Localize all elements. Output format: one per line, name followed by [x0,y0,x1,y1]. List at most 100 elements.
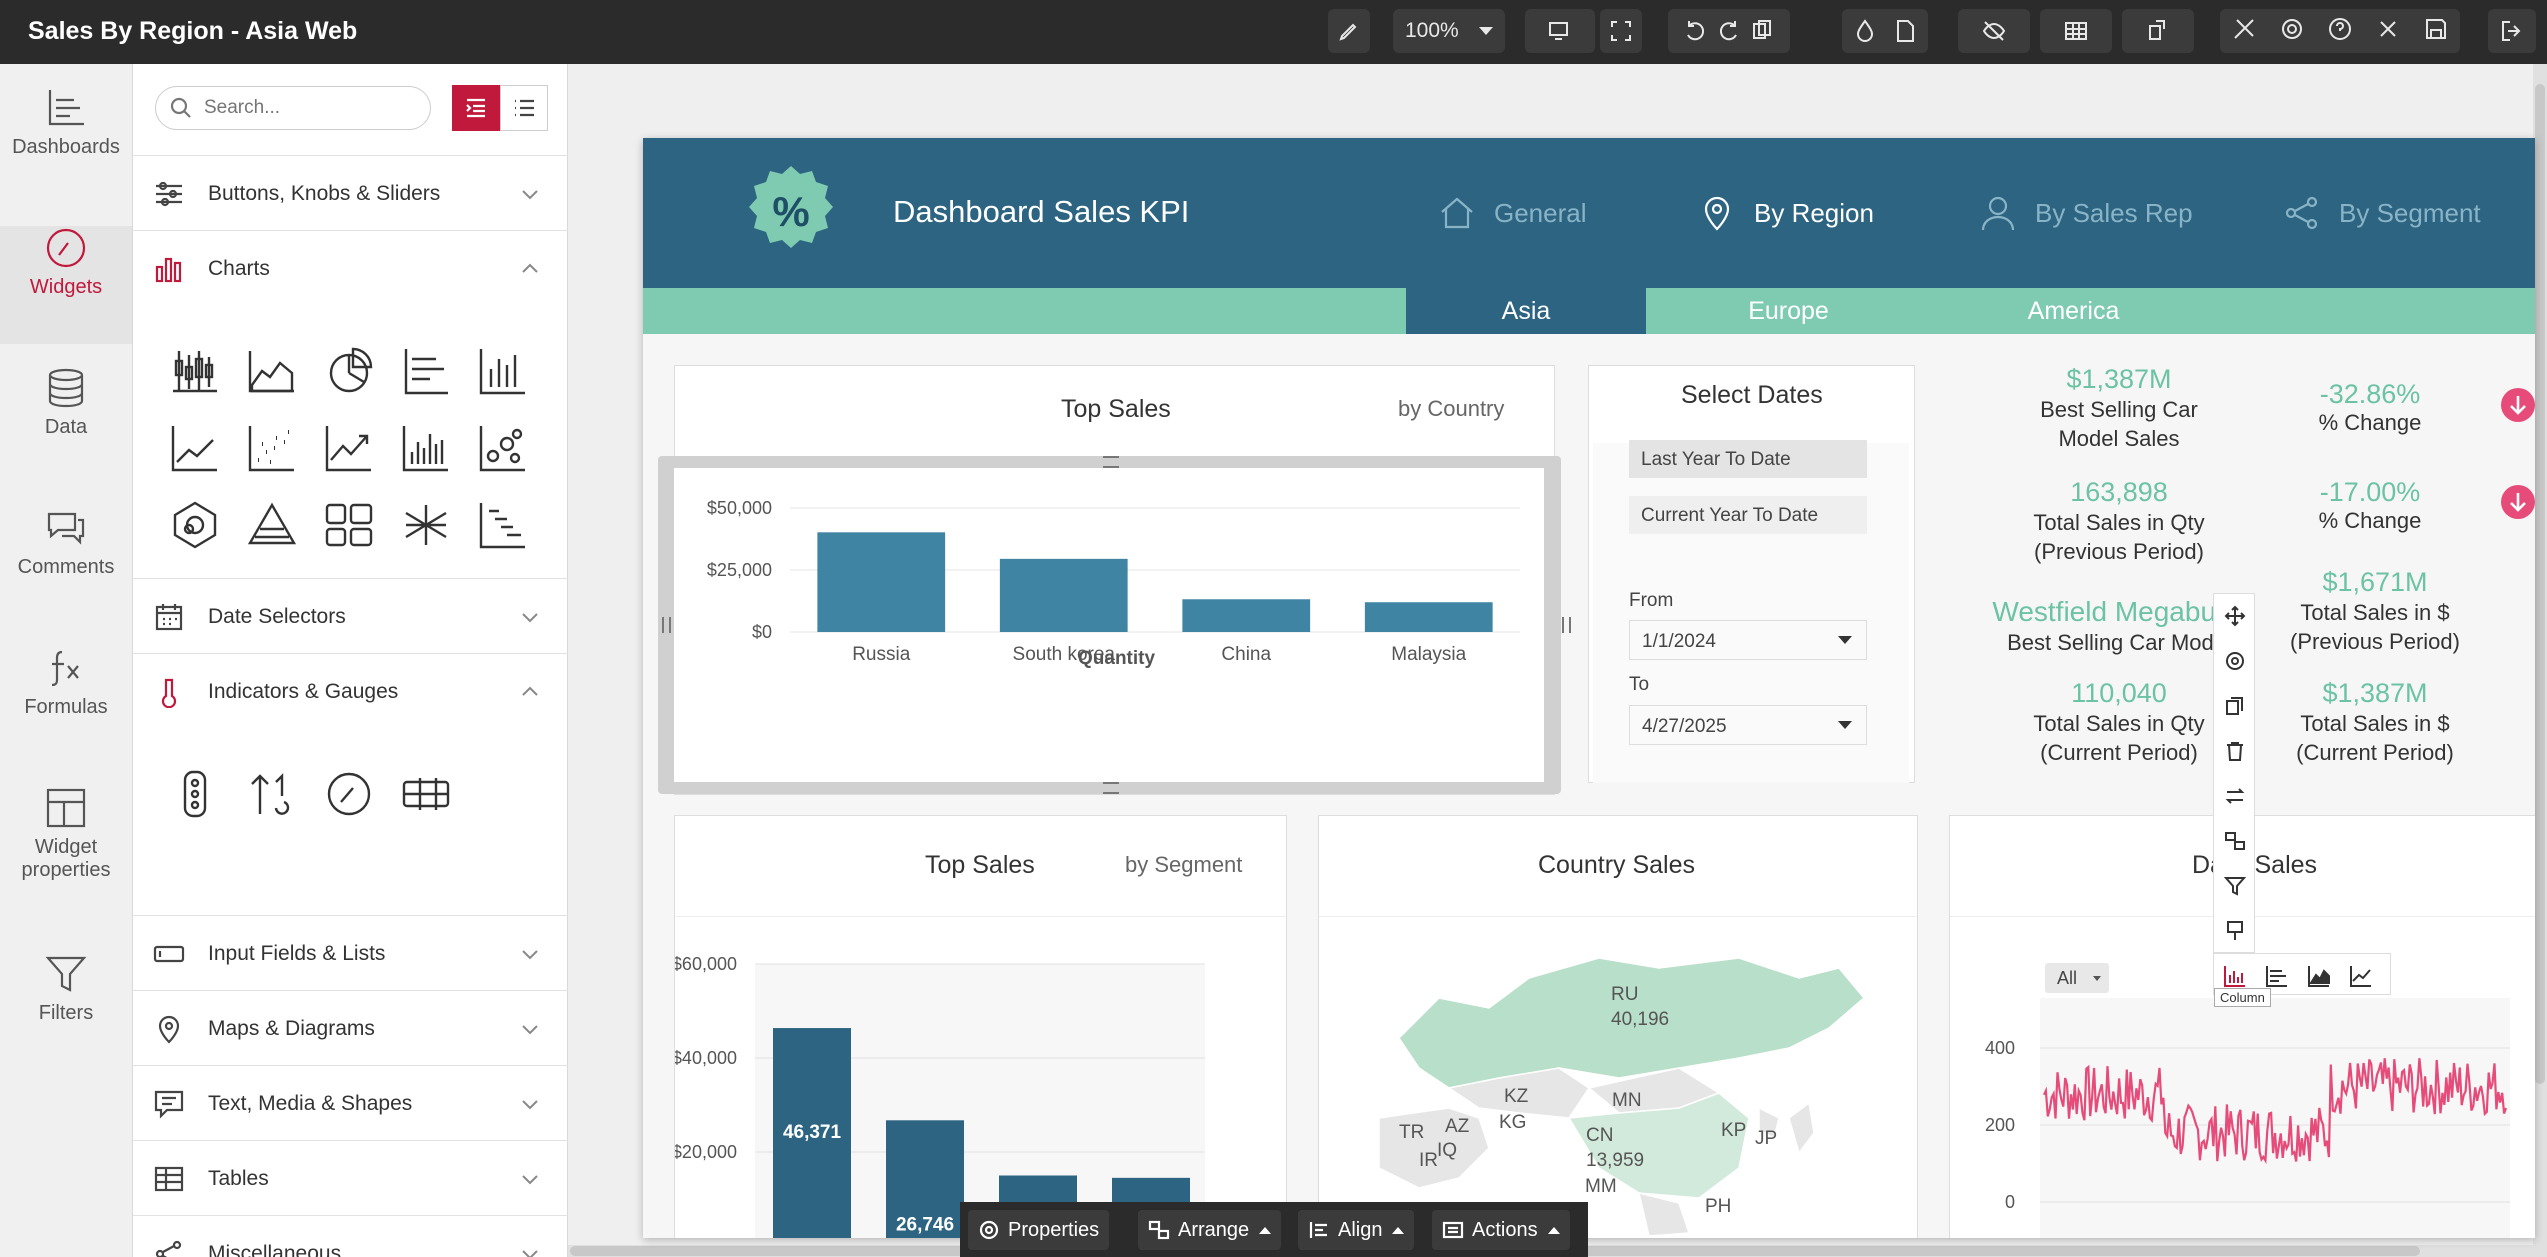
document-image-icon[interactable] [1885,18,1925,44]
scrollbar-thumb[interactable] [2535,84,2545,1084]
waterfall-chart-icon[interactable] [477,499,529,551]
resize-handle-left[interactable] [662,617,671,633]
arrow-down-circle-icon [2501,388,2535,422]
properties-button[interactable]: Properties [968,1210,1110,1250]
map-region-kazakhstan[interactable] [1447,1067,1591,1119]
filter-icon[interactable] [2223,875,2247,897]
droplet-icon[interactable] [1845,18,1885,44]
vertical-scrollbar[interactable] [2533,64,2547,1257]
tools-icon[interactable] [2231,16,2257,47]
arrange-button[interactable]: Arrange [1138,1210,1282,1250]
candlestick-chart-icon[interactable] [169,345,221,397]
to-date-field[interactable]: 4/27/2025 [1629,705,1867,745]
rail-formulas[interactable]: Formulas [0,646,132,764]
tab-america[interactable]: America [2027,296,2120,325]
treemap-chart-icon[interactable] [323,499,375,551]
daily-sales-filter[interactable]: All [2045,963,2109,993]
category-text-media-shapes[interactable]: Text, Media & Shapes [133,1065,568,1140]
nav-general[interactable]: General [1438,194,1587,232]
traffic-light-icon[interactable] [169,768,221,820]
pencil-icon[interactable] [1328,9,1370,53]
gear-icon[interactable] [2279,16,2305,47]
move-icon[interactable] [2224,605,2246,627]
sunburst-chart-icon[interactable] [400,499,452,551]
align-button[interactable]: Align [1298,1210,1415,1250]
map-region-china[interactable] [1567,1092,1750,1199]
arrange-icon[interactable] [2224,830,2246,852]
gauge-icon[interactable] [323,768,375,820]
tab-europe[interactable]: Europe [1748,296,1829,325]
rail-comments[interactable]: Comments [0,506,132,624]
help-icon[interactable] [2327,16,2353,47]
category-tables[interactable]: Tables [133,1140,568,1215]
current-year-to-date-button[interactable]: Current Year To Date [1629,496,1867,534]
map-region-southeast-asia[interactable] [1637,1191,1691,1237]
category-date-selectors[interactable]: Date Selectors [133,578,568,653]
map-region-japan[interactable] [1788,1101,1815,1155]
rail-filters[interactable]: Filters [0,952,132,1070]
nav-by-segment[interactable]: By Segment [2283,194,2481,232]
resize-handle-right[interactable] [1562,617,1571,633]
brush-icon[interactable] [2224,920,2246,942]
bubble-chart-icon[interactable] [477,422,529,474]
resize-handle-bottom[interactable] [1103,782,1119,794]
last-year-to-date-button[interactable]: Last Year To Date [1629,440,1867,478]
column-chart-icon[interactable] [477,345,529,397]
search-input[interactable] [204,93,414,123]
bar-chart-icon[interactable] [2264,963,2290,989]
scatter-chart-icon[interactable] [246,422,298,474]
category-charts[interactable]: Charts [133,230,568,305]
nav-by-sales-rep[interactable]: By Sales Rep [1979,194,2193,232]
map-region-middle-east[interactable] [1378,1107,1490,1189]
nav-by-region[interactable]: By Region [1698,194,1874,232]
pyramid-chart-icon[interactable] [246,499,298,551]
logout-icon[interactable] [2488,9,2536,53]
category-maps-diagrams[interactable]: Maps & Diagrams [133,990,568,1065]
share-nodes-icon [153,1238,185,1257]
column-chart-icon[interactable] [2222,963,2248,989]
chevron-down-icon[interactable] [1838,721,1852,729]
swap-icon[interactable] [2224,785,2246,807]
rail-dashboards[interactable]: Dashboards [0,86,132,204]
histogram-chart-icon[interactable] [400,422,452,474]
from-date-field[interactable]: 1/1/2024 [1629,620,1867,660]
indented-view-button[interactable] [452,85,500,131]
horizontal-bar-chart-icon[interactable] [400,345,452,397]
save-icon[interactable] [2423,16,2449,47]
chevron-down-icon[interactable] [1838,636,1852,644]
list-view-button[interactable] [500,85,548,131]
line-chart-icon[interactable] [2348,963,2374,989]
category-indicators-gauges[interactable]: Indicators & Gauges [133,653,568,728]
export-icon[interactable] [2122,9,2194,53]
kpi-indicator-icon[interactable] [246,768,298,820]
close-icon[interactable] [2375,16,2401,47]
bullet-gauge-icon[interactable] [400,768,452,820]
resize-handle-top[interactable] [1103,456,1119,468]
line-chart-icon[interactable] [169,422,221,474]
pie-chart-icon[interactable] [323,345,375,397]
category-buttons-knobs-sliders[interactable]: Buttons, Knobs & Sliders [133,155,568,230]
rail-data[interactable]: Data [0,366,132,484]
undo-icon[interactable] [1678,18,1712,44]
copy-icon[interactable] [2224,695,2246,717]
radar-chart-icon[interactable] [169,499,221,551]
redo-icon[interactable] [1712,18,1746,44]
category-input-fields[interactable]: Input Fields & Lists [133,915,568,990]
fullscreen-icon[interactable] [1600,9,1642,53]
rail-widgets[interactable]: Widgets [0,226,132,344]
zoom-select[interactable]: 100% [1393,9,1505,53]
trash-icon[interactable] [2224,740,2246,762]
trend-chart-icon[interactable] [323,422,375,474]
tab-asia[interactable]: Asia [1406,288,1646,334]
hide-icon[interactable] [1958,9,2030,53]
grid-icon[interactable] [2040,9,2112,53]
rail-widget-properties[interactable]: Widget properties [0,786,132,930]
map-region-korea[interactable] [1758,1106,1780,1140]
actions-button[interactable]: Actions [1432,1210,1570,1250]
copy-icon[interactable] [1746,18,1780,44]
area-chart-icon[interactable] [2306,963,2332,989]
monitor-icon[interactable] [1525,9,1595,53]
area-chart-icon[interactable] [246,345,298,397]
gear-icon[interactable] [2224,650,2246,672]
category-miscellaneous[interactable]: Miscellaneous [133,1215,568,1257]
